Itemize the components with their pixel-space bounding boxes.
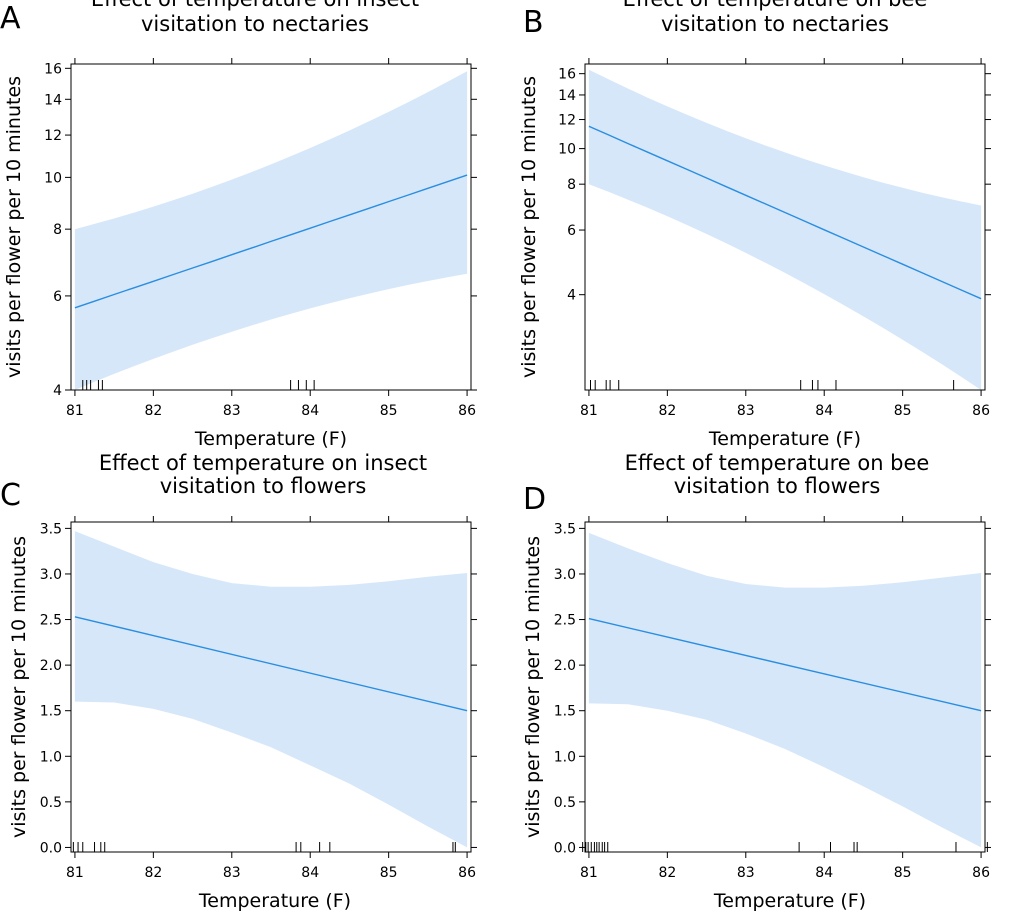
y-tick-label: 4 [53, 383, 62, 399]
chart-title-line-2: visitation to flowers [674, 474, 881, 498]
confidence-band [588, 69, 982, 390]
fit-line [588, 617, 982, 712]
y-tick-label: 1.5 [554, 704, 576, 720]
chart-title-line-2: visitation to flowers [160, 474, 367, 498]
x-tick-label: 82 [144, 403, 162, 419]
y-tick-label: 0.0 [40, 840, 62, 856]
fit-line [588, 125, 982, 300]
y-tick-label: 1.0 [40, 749, 62, 765]
panel-letter: A [0, 1, 21, 36]
chart-title-line-1: Effect of temperature on bee [625, 451, 930, 475]
y-axis-label: visits per flower per 10 minutes [522, 536, 544, 838]
y-tick-label: 6 [567, 223, 576, 239]
x-tick-label: 84 [301, 865, 319, 881]
y-axis-label: visits per flower per 10 minutes [8, 536, 30, 838]
y-tick-label: 10 [558, 142, 576, 158]
x-tick-label: 81 [580, 865, 598, 881]
x-tick-label: 85 [380, 403, 398, 419]
y-tick-label: 12 [44, 128, 62, 144]
y-tick-label: 8 [567, 177, 576, 193]
x-tick-label: 86 [972, 865, 990, 881]
x-axis-label: Temperature (F) [713, 890, 866, 912]
y-tick-label: 16 [44, 61, 62, 77]
x-tick-label: 82 [144, 865, 162, 881]
x-tick-label: 84 [815, 865, 833, 881]
x-tick-label: 83 [223, 403, 241, 419]
panel-letter: B [523, 5, 544, 40]
plot-frame [584, 63, 986, 391]
fit-line [74, 616, 468, 712]
y-tick-label: 2.5 [40, 613, 62, 629]
x-tick-label: 83 [223, 865, 241, 881]
x-tick-label: 86 [458, 865, 476, 881]
x-tick-label: 86 [458, 403, 476, 419]
y-tick-label: 14 [558, 88, 576, 104]
x-tick-label: 81 [66, 403, 84, 419]
y-tick-label: 2.5 [554, 613, 576, 629]
x-tick-label: 86 [972, 403, 990, 419]
y-tick-label: 16 [558, 67, 576, 83]
x-axis-label: Temperature (F) [198, 890, 351, 912]
y-tick-label: 10 [44, 170, 62, 186]
x-tick-label: 83 [737, 865, 755, 881]
y-axis-label: visits per flower per 10 minutes [3, 76, 25, 378]
confidence-band [74, 71, 468, 390]
chart-title-line-2: visitation to nectaries [661, 12, 889, 36]
y-tick-label: 3.5 [40, 521, 62, 537]
plot-frame [70, 63, 472, 391]
x-tick-label: 81 [580, 403, 598, 419]
y-tick-label: 8 [53, 222, 62, 238]
chart-title-line-2: visitation to nectaries [141, 12, 369, 36]
y-tick-label: 0.5 [40, 795, 62, 811]
panel-a: 81 82 83 84 85 86 4 6 8 10 12 14 16 Temperature (F) vi… [0, 0, 477, 450]
x-tick-label: 81 [66, 865, 84, 881]
chart-title-line-1: Effect of temperature on insect [91, 0, 419, 11]
y-tick-label: 2.0 [554, 658, 576, 674]
y-tick-label: 3.0 [40, 567, 62, 583]
x-tick-label: 84 [815, 403, 833, 419]
chart-title-line-1: Effect of temperature on insect [99, 451, 427, 475]
y-tick-label: 0.5 [554, 795, 576, 811]
y-tick-label: 0.0 [554, 840, 576, 856]
y-tick-label: 12 [558, 113, 576, 129]
y-tick-label: 3.0 [554, 567, 576, 583]
x-tick-label: 83 [737, 403, 755, 419]
y-tick-label: 6 [53, 289, 62, 305]
confidence-band [588, 532, 982, 848]
y-tick-label: 4 [567, 288, 576, 304]
x-tick-label: 85 [380, 865, 398, 881]
y-axis-label: visits per flower per 10 minutes [518, 76, 540, 378]
x-axis-label: Temperature (F) [194, 428, 347, 450]
chart-title-line-1: Effect of temperature on bee [623, 0, 928, 11]
x-tick-label: 82 [658, 865, 676, 881]
panel-c: 81 82 83 84 85 86 0.0 0.5 1.0 1.5 2.0 2.5 3.0 3.5 Temp… [0, 451, 477, 912]
confidence-band [74, 531, 468, 848]
panel-b: 81 82 83 84 85 86 4 6 8 10 12 14 16 Temperature (F) vi… [518, 0, 991, 450]
x-tick-label: 84 [301, 403, 319, 419]
y-tick-label: 1.5 [40, 704, 62, 720]
panel-letter: C [0, 478, 21, 513]
x-axis-label: Temperature (F) [708, 428, 861, 450]
y-tick-label: 3.5 [554, 521, 576, 537]
x-tick-label: 82 [658, 403, 676, 419]
fit-line [74, 174, 468, 309]
y-tick-label: 2.0 [40, 658, 62, 674]
plot-frame [70, 521, 472, 853]
y-tick-label: 1.0 [554, 749, 576, 765]
y-tick-label: 14 [44, 92, 62, 108]
panel-letter: D [523, 482, 546, 517]
panel-d: 81 82 83 84 85 86 0.0 0.5 1.0 1.5 2.0 2.5 3.0 3.5 Temp… [522, 451, 991, 912]
x-tick-label: 85 [894, 403, 912, 419]
x-tick-label: 85 [894, 865, 912, 881]
plot-frame [584, 521, 986, 853]
